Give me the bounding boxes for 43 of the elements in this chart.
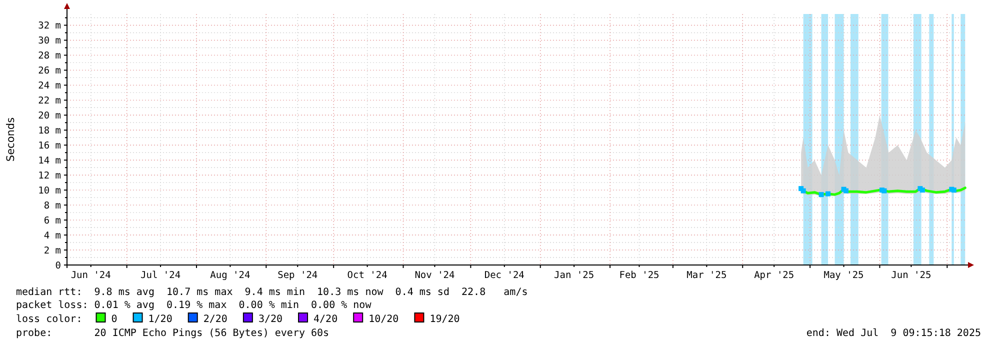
y-tick-label: 26 m [38, 66, 62, 77]
y-tick-label: 20 m [38, 110, 62, 122]
legend-label: 4/20 [314, 314, 338, 325]
y-tick-label: 28 m [38, 50, 62, 62]
x-tick-label: Aug '24 [210, 270, 250, 281]
text: median rtt: 9.8 ms avg 10.7 ms max 9.4 ms min 10.3 ms now 0.4 ms sd 22.8 am/s [16, 287, 528, 298]
x-tick-label: Oct '24 [347, 270, 388, 281]
x-tick-label: Feb '25 [619, 270, 660, 281]
legend-label: 0 [111, 314, 118, 325]
legend-label: 2/20 [203, 314, 228, 325]
x-tick-label: Apr '25 [754, 270, 794, 281]
y-tick-label: 32 m [38, 20, 62, 32]
y-tick-label: 18 m [38, 125, 62, 136]
text: end: Wed Jul 9 09:15:18 2025 [806, 328, 981, 339]
x-tick-label: Jun '24 [70, 270, 112, 281]
x-tick-label: Nov '24 [414, 270, 456, 281]
y-tick-label: 14 m [38, 155, 62, 166]
legend-label: 3/20 [258, 314, 283, 325]
x-tick-label: Dec '24 [484, 270, 525, 281]
x-tick-label: Mar '25 [686, 270, 727, 281]
legend-label: 19/20 [430, 314, 460, 325]
legend-label: 1/20 [148, 314, 172, 325]
y-tick-label: 8 m [44, 200, 62, 212]
x-tick-label: Sep '24 [278, 270, 318, 281]
text: packet loss: 0.01 % avg 0.19 % max 0.00 % min 0.00 % now [16, 300, 372, 311]
legend-title: loss color: [16, 314, 82, 325]
x-tick-label: Jun '25 [891, 270, 932, 281]
y-tick-label: 0 [55, 260, 62, 272]
y-axis-title: Seconds [5, 117, 17, 162]
y-tick-label: 12 m [38, 170, 62, 182]
y-tick-label: 6 m [44, 215, 62, 226]
text: probe: 20 ICMP Echo Pings (56 Bytes) every 60s [16, 328, 330, 339]
x-tick-label: Jul '24 [140, 270, 181, 281]
y-tick-label: 16 m [38, 140, 62, 152]
legend-label: 10/20 [368, 314, 399, 325]
y-tick-label: 4 m [44, 230, 62, 242]
y-tick-label: 24 m [38, 80, 62, 92]
y-tick-label: 30 m [38, 36, 62, 47]
y-tick-label: 10 m [38, 185, 62, 196]
y-tick-label: 2 m [44, 245, 62, 256]
y-tick-label: 22 m [38, 95, 62, 106]
x-tick-label: Jan '25 [554, 270, 594, 281]
x-tick-label: May '25 [824, 270, 864, 281]
